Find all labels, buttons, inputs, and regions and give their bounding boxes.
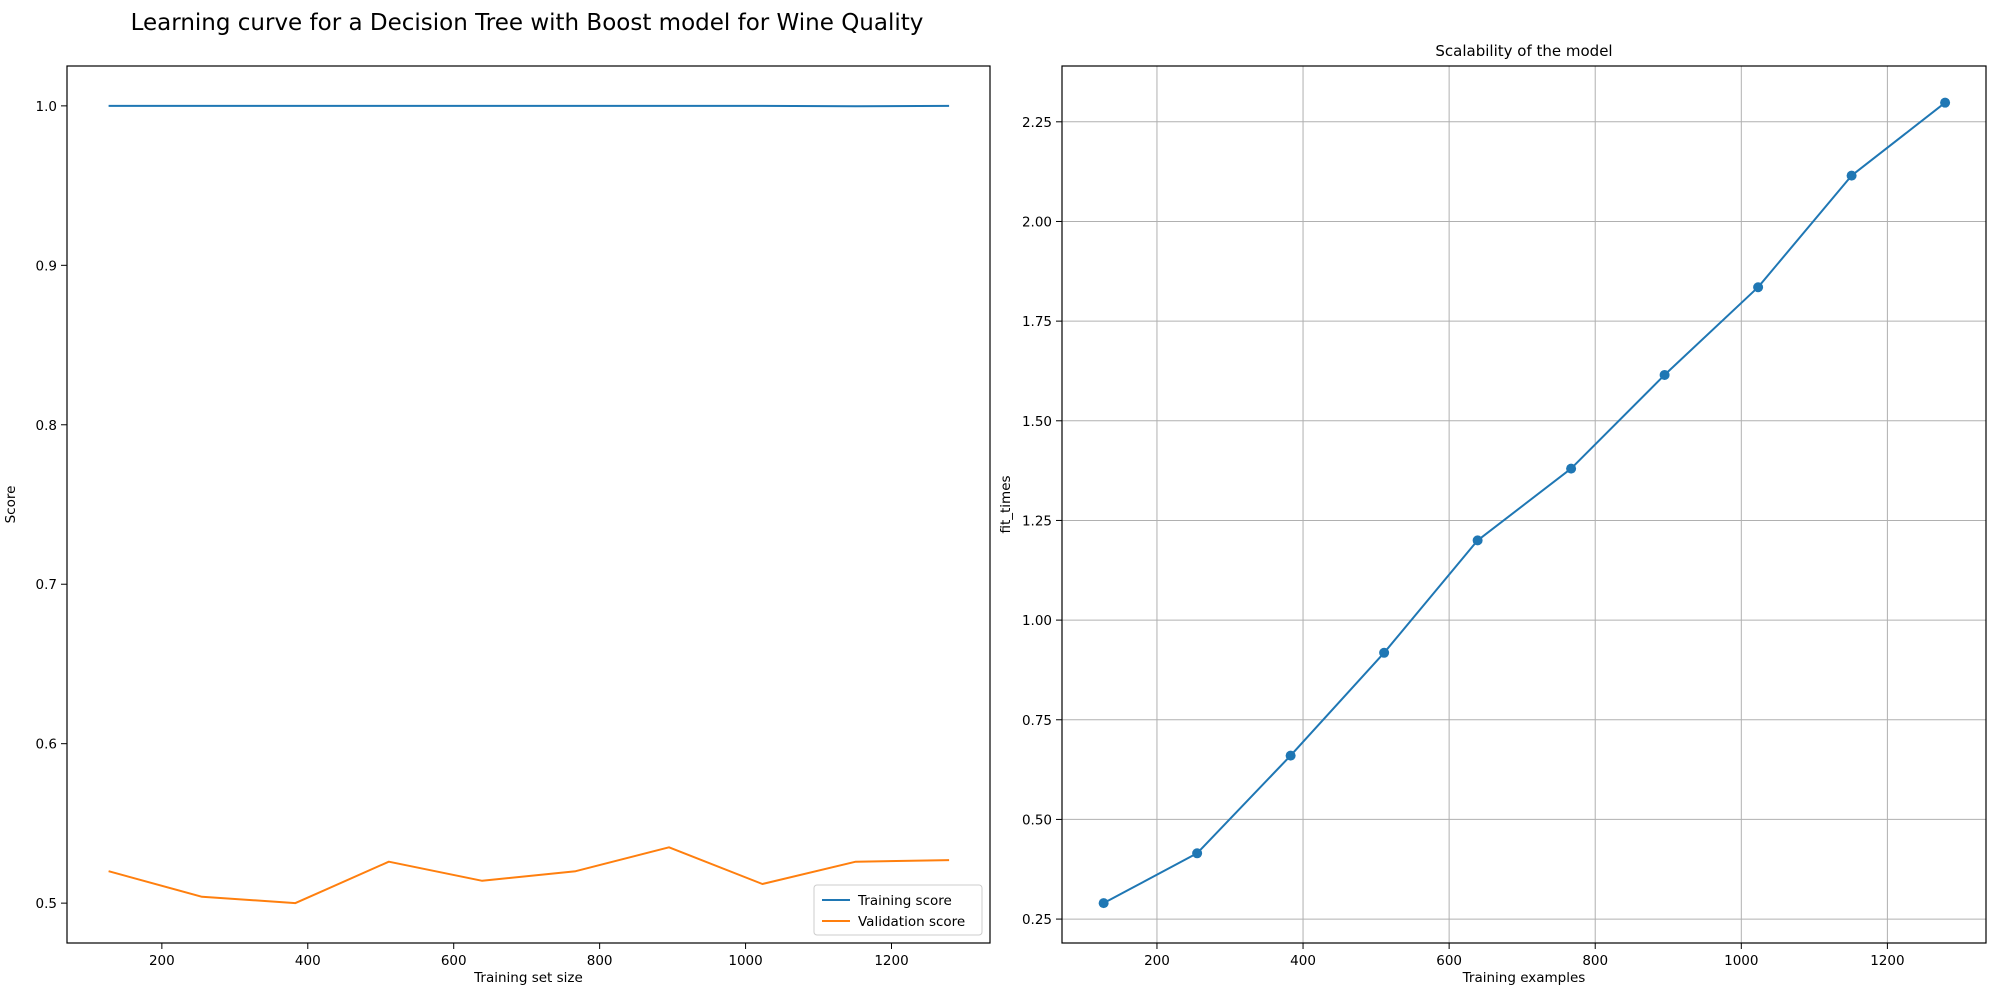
x-tick-label: 600 xyxy=(441,953,467,969)
legend-label-validation: Validation score xyxy=(858,914,965,930)
x-tick-label: 1000 xyxy=(1724,953,1758,969)
legend-box xyxy=(813,884,983,936)
y-tick-label: 0.75 xyxy=(1022,713,1052,729)
validation-score-line xyxy=(108,846,950,905)
left-y-axis-label: Score xyxy=(3,486,19,524)
data-point xyxy=(1192,848,1203,859)
right-x-axis-ticks: 200 400 600 800 1000 1200 xyxy=(1144,943,1905,969)
left-plot-frame xyxy=(66,65,991,944)
legend-label-training: Training score xyxy=(857,893,952,909)
data-point xyxy=(1472,535,1483,546)
left-y-axis-ticks: 0.5 0.6 0.7 0.8 0.9 1.0 xyxy=(36,99,67,912)
y-tick-label: 1.75 xyxy=(1022,314,1052,330)
data-point xyxy=(1659,369,1670,380)
data-point xyxy=(1566,463,1577,474)
learning-curve-chart: 200 400 600 800 1000 1200 0.50.60.70.80.91.0 … xyxy=(3,65,991,986)
x-tick-label: 200 xyxy=(149,953,175,969)
right-grid xyxy=(1062,66,1986,943)
fit-times-line xyxy=(1103,101,1946,904)
x-tick-label: 400 xyxy=(1290,953,1316,969)
y-tick-label: 1.50 xyxy=(1022,414,1052,430)
left-x-axis-label: Training set size xyxy=(473,970,583,986)
data-point xyxy=(1753,282,1764,293)
y-tick-label: 2.25 xyxy=(1022,115,1052,131)
data-point xyxy=(1379,647,1390,658)
data-point xyxy=(1940,97,1951,108)
x-tick-label: 1000 xyxy=(728,953,762,969)
right-plot-frame xyxy=(1061,65,1987,944)
x-tick-label: 800 xyxy=(1582,953,1608,969)
left-series-group xyxy=(108,104,950,905)
y-tick-label: 0.6 xyxy=(36,737,57,753)
figure-suptitle: Learning curve for a Decision Tree with … xyxy=(131,10,924,36)
right-y-axis-label: fit_times xyxy=(998,475,1014,533)
right-chart-title: Scalability of the model xyxy=(1435,42,1612,60)
scalability-chart: Scalability of the model 200 400 600 800 100… xyxy=(998,42,1987,986)
x-tick-label: 1200 xyxy=(1870,953,1904,969)
right-y-axis-ticks: 0.25 0.50 0.75 1.00 1.25 1.50 1.75 2.00 2.25 xyxy=(1022,115,1062,928)
y-tick-label: 0.7 xyxy=(36,577,57,593)
y-tick-label: 0.5 xyxy=(36,896,57,912)
y-tick-label: 0.8 xyxy=(36,418,57,434)
y-tick-label: 0.9 xyxy=(36,258,57,274)
x-tick-label: 800 xyxy=(587,953,613,969)
legend: Training score Validation score xyxy=(813,884,983,936)
x-tick-label: 600 xyxy=(1436,953,1462,969)
data-point xyxy=(1285,750,1296,761)
right-x-axis-label: Training examples xyxy=(1462,970,1586,986)
data-point xyxy=(1098,898,1109,909)
x-tick-label: 1200 xyxy=(874,953,908,969)
y-tick-label: 0.25 xyxy=(1022,912,1052,928)
y-tick-label: 2.00 xyxy=(1022,214,1052,230)
y-tick-label: 0.50 xyxy=(1022,812,1052,828)
left-x-axis-ticks: 200 400 600 800 1000 1200 xyxy=(149,943,909,969)
x-tick-label: 200 xyxy=(1144,953,1170,969)
right-series-group xyxy=(1098,97,1951,909)
data-point xyxy=(1846,170,1857,181)
y-tick-label: 1.0 xyxy=(36,99,57,115)
x-tick-label: 400 xyxy=(295,953,321,969)
y-tick-label: 1.00 xyxy=(1022,613,1052,629)
y-tick-label: 1.25 xyxy=(1022,513,1052,529)
